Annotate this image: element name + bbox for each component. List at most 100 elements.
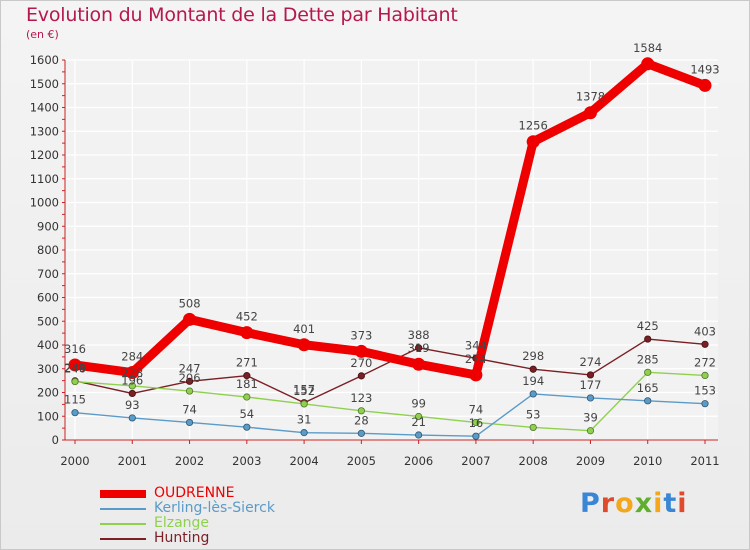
data-point-hunting <box>128 389 136 398</box>
y-tick-label: 0 <box>52 433 59 447</box>
data-label-elzange: 39 <box>583 411 598 425</box>
data-point-oudrenne <box>412 357 426 371</box>
x-tick-label: 2011 <box>690 454 719 468</box>
data-point-oudrenne <box>698 78 712 92</box>
data-label-kerling-les-sierck: 177 <box>579 378 601 392</box>
data-label-oudrenne: 284 <box>121 350 143 364</box>
data-point-kerling-les-sierck <box>71 409 79 417</box>
data-point-elzange <box>644 368 652 376</box>
legend-item-hunting: Hunting <box>100 530 320 546</box>
logo-letter: x <box>634 488 654 519</box>
y-tick-label: 500 <box>37 314 59 328</box>
series-line-kerling-les-sierck <box>74 393 706 437</box>
legend-label: Kerling-lès-Sierck <box>154 500 275 516</box>
data-point-kerling-les-sierck <box>185 418 194 427</box>
data-label-hunting: 403 <box>694 324 716 338</box>
data-label-oudrenne: 316 <box>64 342 86 356</box>
legend-label: Elzange <box>154 515 210 531</box>
data-label-oudrenne: 319 <box>408 341 430 355</box>
data-label-kerling-les-sierck: 93 <box>125 398 140 412</box>
data-point-kerling-les-sierck <box>415 431 423 439</box>
series-line-oudrenne <box>70 59 710 380</box>
y-tick-label: 300 <box>37 362 59 376</box>
logo-letter: r <box>600 488 616 519</box>
data-label-elzange: 53 <box>526 407 541 421</box>
data-label-kerling-les-sierck: 16 <box>469 416 484 430</box>
data-point-elzange <box>701 371 709 379</box>
data-point-hunting <box>243 372 251 380</box>
y-tick-label: 1400 <box>30 101 59 115</box>
y-tick-label: 200 <box>37 386 59 400</box>
legend-item-elzange: Elzange <box>100 515 320 531</box>
data-label-kerling-les-sierck: 115 <box>64 393 86 407</box>
data-point-elzange <box>586 427 595 435</box>
legend-item-kerling-les-sierck: Kerling-lès-Sierck <box>100 500 320 516</box>
data-point-hunting <box>701 340 709 348</box>
data-point-elzange <box>300 400 308 408</box>
data-label-kerling-les-sierck: 31 <box>297 413 312 427</box>
data-point-elzange <box>71 377 79 386</box>
data-point-kerling-les-sierck <box>529 390 537 398</box>
data-label-oudrenne: 508 <box>179 296 201 310</box>
data-label-hunting: 271 <box>236 356 258 370</box>
y-tick-label: 800 <box>37 243 59 257</box>
legend-label: Hunting <box>154 530 210 546</box>
y-tick-label: 1600 <box>30 53 59 67</box>
data-point-hunting <box>357 372 365 380</box>
data-point-hunting <box>586 371 595 379</box>
logo-letter: t <box>663 488 678 519</box>
data-label-elzange: 228 <box>121 366 143 380</box>
legend-swatch <box>100 523 146 525</box>
data-label-kerling-les-sierck: 194 <box>522 374 544 388</box>
logo-letter: P <box>580 488 601 519</box>
data-point-hunting <box>185 377 194 385</box>
x-tick-label: 2001 <box>118 454 147 468</box>
data-point-oudrenne <box>354 344 368 358</box>
y-tick-label: 1200 <box>30 148 59 162</box>
y-tick-label: 600 <box>37 291 59 305</box>
y-tick-label: 1500 <box>30 77 59 91</box>
data-point-oudrenne <box>183 312 197 326</box>
x-tick-label: 2000 <box>60 454 89 468</box>
y-tick-label: 1000 <box>30 196 59 210</box>
y-tick-label: 400 <box>37 338 59 352</box>
data-label-hunting: 196 <box>121 373 143 387</box>
proxiti-logo: Proxiti <box>580 488 688 519</box>
data-label-kerling-les-sierck: 28 <box>354 413 369 427</box>
data-label-elzange: 99 <box>411 396 426 410</box>
data-label-hunting: 344 <box>465 338 487 352</box>
y-tick-label: 700 <box>37 267 59 281</box>
data-label-elzange: 285 <box>637 352 659 366</box>
data-point-kerling-les-sierck <box>701 400 709 408</box>
data-label-hunting: 247 <box>179 361 201 375</box>
data-point-hunting <box>529 365 537 373</box>
data-point-kerling-les-sierck <box>128 414 136 422</box>
data-label-hunting: 298 <box>522 349 544 363</box>
legend-label: OUDRENNE <box>154 485 235 501</box>
data-label-oudrenne: 452 <box>236 310 258 324</box>
x-tick-label: 2010 <box>633 454 662 468</box>
legend-swatch <box>100 490 146 498</box>
x-tick-label: 2002 <box>175 454 204 468</box>
y-tick-label: 1100 <box>30 172 59 186</box>
data-label-elzange: 123 <box>350 391 372 405</box>
data-label-kerling-les-sierck: 74 <box>182 402 197 416</box>
logo-letter: o <box>615 488 635 519</box>
data-label-oudrenne: 1584 <box>633 41 662 55</box>
data-label-kerling-les-sierck: 21 <box>411 415 426 429</box>
data-point-kerling-les-sierck <box>357 429 365 437</box>
data-point-oudrenne <box>469 368 483 382</box>
data-label-oudrenne: 1493 <box>690 62 719 76</box>
data-point-oudrenne <box>526 135 540 149</box>
data-point-hunting <box>415 344 423 352</box>
data-point-kerling-les-sierck <box>243 423 251 431</box>
data-point-kerling-les-sierck <box>644 397 652 405</box>
data-label-hunting: 425 <box>637 319 659 333</box>
data-point-hunting <box>644 335 652 343</box>
data-label-elzange: 181 <box>236 377 258 391</box>
data-label-hunting: 270 <box>350 356 372 370</box>
data-label-kerling-les-sierck: 153 <box>694 384 716 398</box>
data-label-elzange: 272 <box>694 355 716 369</box>
legend-swatch <box>100 508 146 510</box>
